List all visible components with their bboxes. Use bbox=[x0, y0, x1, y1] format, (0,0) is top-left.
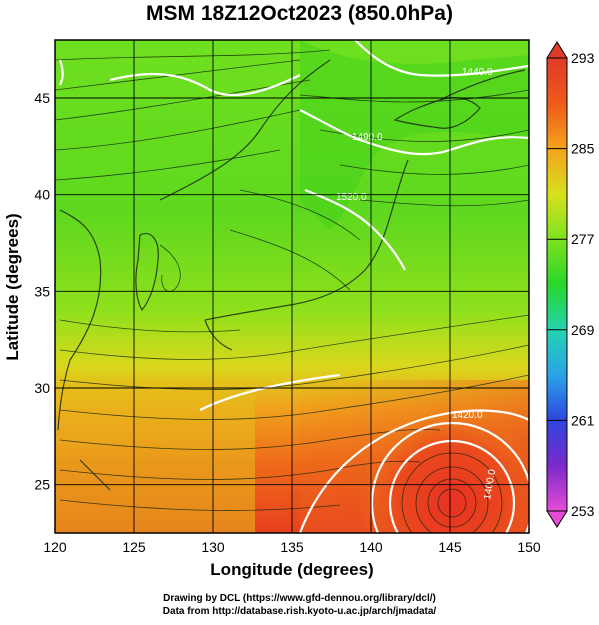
x-tick-label: 140 bbox=[359, 539, 383, 555]
contour-label-1420: 1420.0 bbox=[452, 410, 483, 421]
x-tick-label: 145 bbox=[438, 539, 462, 555]
height-contours bbox=[58, 40, 529, 533]
x-tick-label: 125 bbox=[122, 539, 146, 555]
plot-frame bbox=[54, 39, 530, 534]
colorbar-tick-label: 285 bbox=[571, 141, 595, 157]
y-tick-label: 40 bbox=[34, 187, 50, 203]
grid-lines bbox=[55, 40, 529, 533]
credits: Drawing by DCL (https://www.gfd-dennou.o… bbox=[0, 592, 599, 618]
colorbar-bottom-arrow bbox=[546, 510, 568, 528]
credit-data: Data from http://database.rish.kyoto-u.a… bbox=[162, 606, 437, 617]
colorbar-ticks: 253 261 269 277 285 293 bbox=[547, 50, 595, 519]
y-tick-label: 35 bbox=[34, 283, 50, 299]
y-tick-label: 30 bbox=[34, 380, 50, 396]
x-axis-ticks: 120 125 130 135 140 145 150 bbox=[43, 539, 541, 555]
colorbar-tick-label: 293 bbox=[571, 50, 595, 66]
colorbar-tick-label: 261 bbox=[571, 412, 595, 428]
x-tick-label: 130 bbox=[201, 539, 225, 555]
colorbar: 253 261 269 277 285 293 bbox=[546, 41, 595, 528]
x-axis-label: Longitude (degrees) bbox=[210, 560, 373, 579]
x-tick-label: 120 bbox=[43, 539, 67, 555]
contour-label-1490: 1490.0 bbox=[352, 132, 383, 143]
x-tick-label: 150 bbox=[517, 539, 541, 555]
colorbar-bar bbox=[546, 57, 568, 512]
page-title: MSM 18Z12Oct2023 (850.0hPa) bbox=[146, 2, 453, 25]
y-axis-ticks: 25 30 35 40 45 bbox=[34, 90, 50, 493]
coastlines bbox=[57, 59, 526, 491]
credit-drawing: Drawing by DCL (https://www.gfd-dennou.o… bbox=[163, 593, 436, 604]
map-figure: 1440.0 1490.0 1520.0 1420.0 1400.0 120 12… bbox=[3, 39, 595, 579]
contour-label-1520: 1520.0 bbox=[336, 192, 367, 203]
x-tick-label: 135 bbox=[280, 539, 304, 555]
y-axis-label: Latitude (degrees) bbox=[3, 213, 22, 360]
colorbar-tick-label: 277 bbox=[571, 231, 595, 247]
y-tick-label: 45 bbox=[34, 90, 50, 106]
temperature-field: 1440.0 1490.0 1520.0 1420.0 1400.0 bbox=[55, 40, 529, 533]
colorbar-tick-label: 253 bbox=[571, 503, 595, 519]
streamlines bbox=[55, 49, 529, 533]
contour-label-1440: 1440.0 bbox=[462, 67, 493, 78]
y-tick-label: 25 bbox=[34, 477, 50, 493]
colorbar-tick-label: 269 bbox=[571, 322, 595, 338]
colorbar-top-arrow bbox=[546, 41, 568, 59]
